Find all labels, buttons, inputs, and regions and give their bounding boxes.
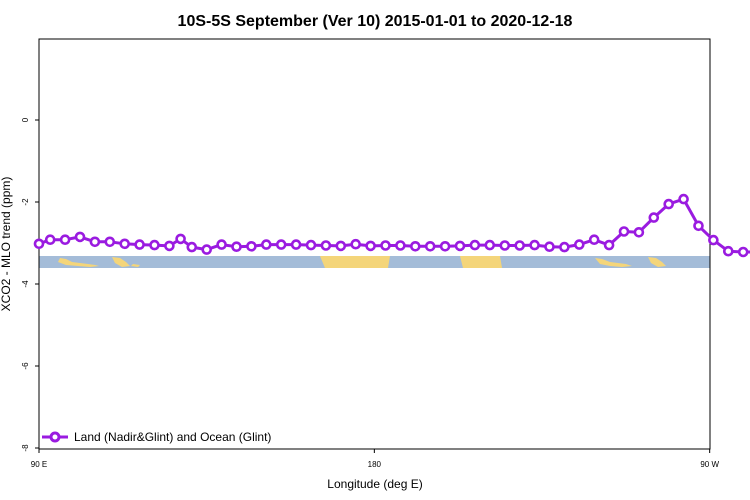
data-point xyxy=(201,244,212,255)
x-axis: 90 E 180 90 W xyxy=(31,449,719,469)
data-point xyxy=(409,241,421,252)
series-layer xyxy=(33,193,750,258)
data-point xyxy=(693,220,704,232)
legend: Land (Nadir&Glint) and Ocean (Glint) xyxy=(42,430,271,444)
data-point xyxy=(678,193,689,205)
data-point xyxy=(544,241,555,252)
data-point xyxy=(149,239,160,251)
data-point xyxy=(737,246,749,258)
land-patch-south-america xyxy=(320,256,390,268)
y-axis: 0 -2 -4 -6 -8 xyxy=(21,117,39,452)
data-point xyxy=(365,240,376,252)
data-point xyxy=(633,227,645,238)
data-point xyxy=(559,241,570,253)
data-point xyxy=(74,231,86,243)
chart-title: 10S-5S September (Ver 10) 2015-01-01 to … xyxy=(178,13,573,30)
data-point xyxy=(663,198,675,210)
land-ocean-map-strip xyxy=(39,256,710,268)
land-patch-small-islands xyxy=(131,264,140,267)
data-point xyxy=(290,239,302,250)
data-point xyxy=(320,240,332,251)
data-point xyxy=(216,239,227,250)
data-point xyxy=(603,239,615,251)
data-point xyxy=(59,234,71,245)
data-point xyxy=(275,239,287,250)
data-point xyxy=(722,245,734,257)
data-point xyxy=(246,241,257,252)
land-patch-maritime-continent xyxy=(58,258,99,267)
data-point xyxy=(33,238,45,250)
data-point xyxy=(44,234,56,245)
y-tick-label: -4 xyxy=(21,280,30,288)
data-point xyxy=(395,240,406,251)
land-patch-africa xyxy=(460,256,502,268)
data-point xyxy=(164,240,175,252)
legend-marker-swatch xyxy=(49,431,61,443)
land-patch-maritime-continent-2 xyxy=(595,258,632,267)
data-point xyxy=(424,241,436,252)
land-patch-new-guinea-2 xyxy=(648,257,666,267)
x-tick-label: 90 E xyxy=(31,460,47,469)
data-point xyxy=(89,236,101,248)
data-point xyxy=(380,240,391,251)
data-point xyxy=(439,241,451,252)
data-point xyxy=(335,240,347,252)
data-point xyxy=(529,239,540,251)
data-point xyxy=(175,233,186,245)
x-tick-label: 90 W xyxy=(700,460,719,469)
data-point xyxy=(648,212,660,223)
data-point xyxy=(454,240,466,252)
land-patch-new-guinea xyxy=(112,257,130,267)
data-point xyxy=(350,238,362,250)
data-point xyxy=(104,236,116,248)
legend-label: Land (Nadir&Glint) and Ocean (Glint) xyxy=(74,430,271,444)
data-point xyxy=(514,240,526,251)
y-tick-label: -6 xyxy=(21,362,30,370)
data-point xyxy=(305,239,317,251)
data-point xyxy=(588,234,600,245)
x-axis-label: Longitude (deg E) xyxy=(327,477,422,491)
y-tick-label: -2 xyxy=(21,198,30,206)
data-point xyxy=(573,239,585,250)
x-tick-label: 180 xyxy=(368,460,382,469)
y-tick-label: -8 xyxy=(21,444,30,452)
y-tick-label: 0 xyxy=(21,117,30,122)
data-point xyxy=(499,240,511,251)
data-point xyxy=(469,239,481,251)
data-point xyxy=(260,239,272,250)
data-point xyxy=(134,239,145,250)
data-point xyxy=(119,238,130,250)
series-line xyxy=(38,197,750,254)
data-point xyxy=(708,234,719,246)
data-point xyxy=(618,226,630,237)
data-point xyxy=(231,241,242,252)
data-point xyxy=(484,239,496,251)
y-axis-label: XCO2 - MLO trend (ppm) xyxy=(0,177,13,312)
data-point xyxy=(186,241,198,253)
